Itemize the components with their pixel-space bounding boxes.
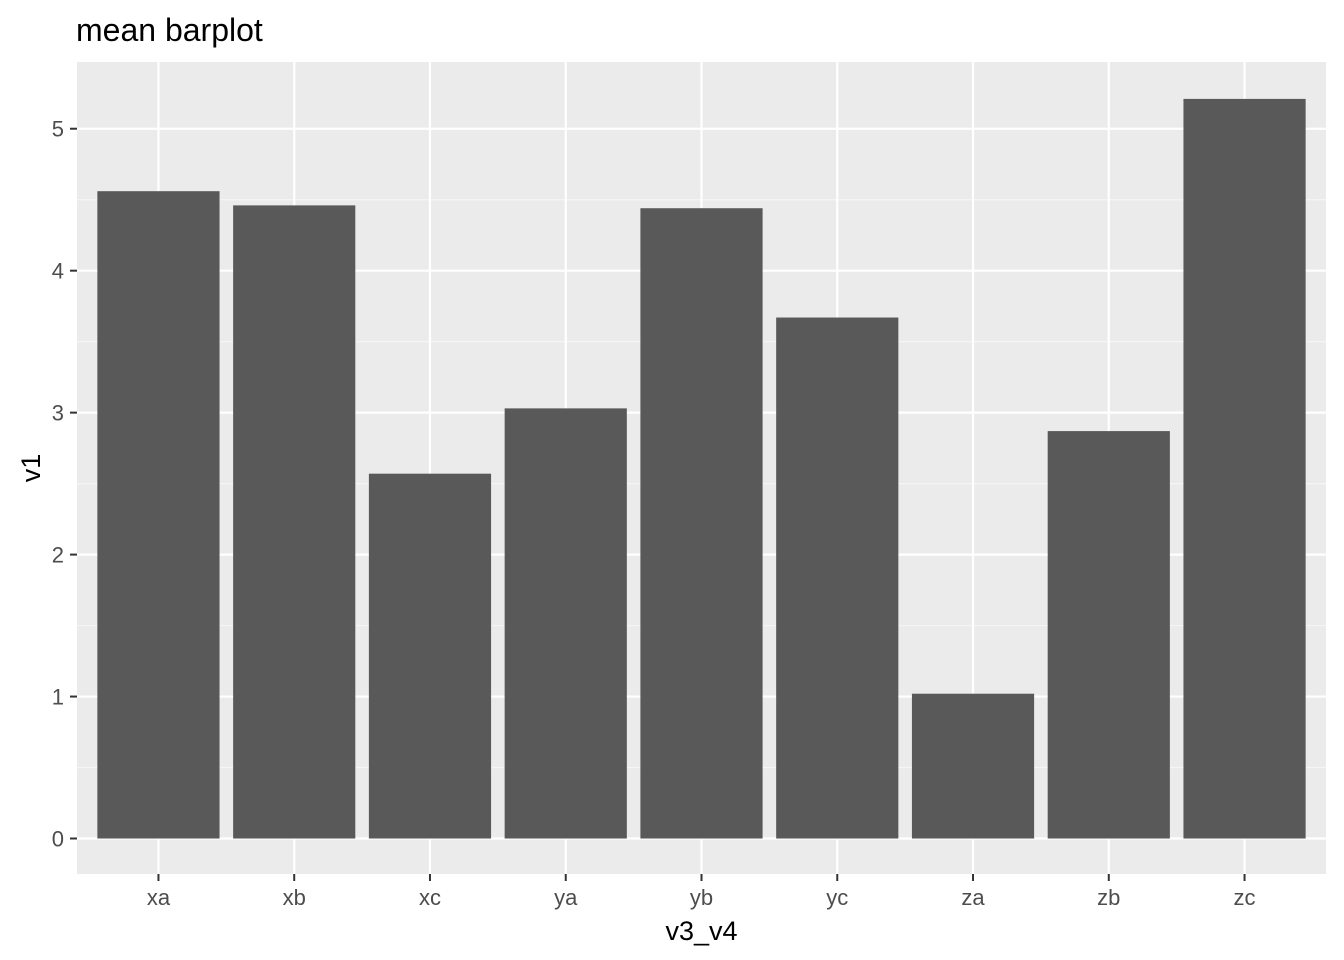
bar-yb [640,208,762,838]
x-tick-label-xa: xa [147,885,171,910]
chart-title: mean barplot [76,12,263,48]
bar-xc [369,474,491,839]
y-tick-label: 5 [52,117,64,142]
bar-xb [233,205,355,838]
y-axis: 0 1 2 3 4 5 [52,117,77,852]
x-tick-label-xc: xc [419,885,441,910]
bar-yc [776,318,898,839]
bar-ya [505,408,627,838]
y-tick-label: 3 [52,401,64,426]
x-tick-label-za: za [961,885,985,910]
x-tick-label-yb: yb [690,885,713,910]
x-tick-label-zb: zb [1097,885,1120,910]
x-axis: xa xb xc ya yb yc za zb zc [147,874,1256,910]
y-axis-title: v1 [16,454,46,483]
x-tick-label-zc: zc [1234,885,1256,910]
y-tick-label: 2 [52,543,64,568]
bar-zc [1183,99,1305,839]
bar-xa [97,191,219,838]
y-tick-label: 1 [52,685,64,710]
bar-za [912,694,1034,839]
bar-zb [1048,431,1170,838]
y-tick-label: 0 [52,827,64,852]
x-tick-label-ya: ya [554,885,578,910]
x-tick-label-xb: xb [283,885,306,910]
y-tick-label: 4 [52,259,64,284]
x-axis-title: v3_v4 [665,916,737,946]
x-tick-label-yc: yc [826,885,848,910]
